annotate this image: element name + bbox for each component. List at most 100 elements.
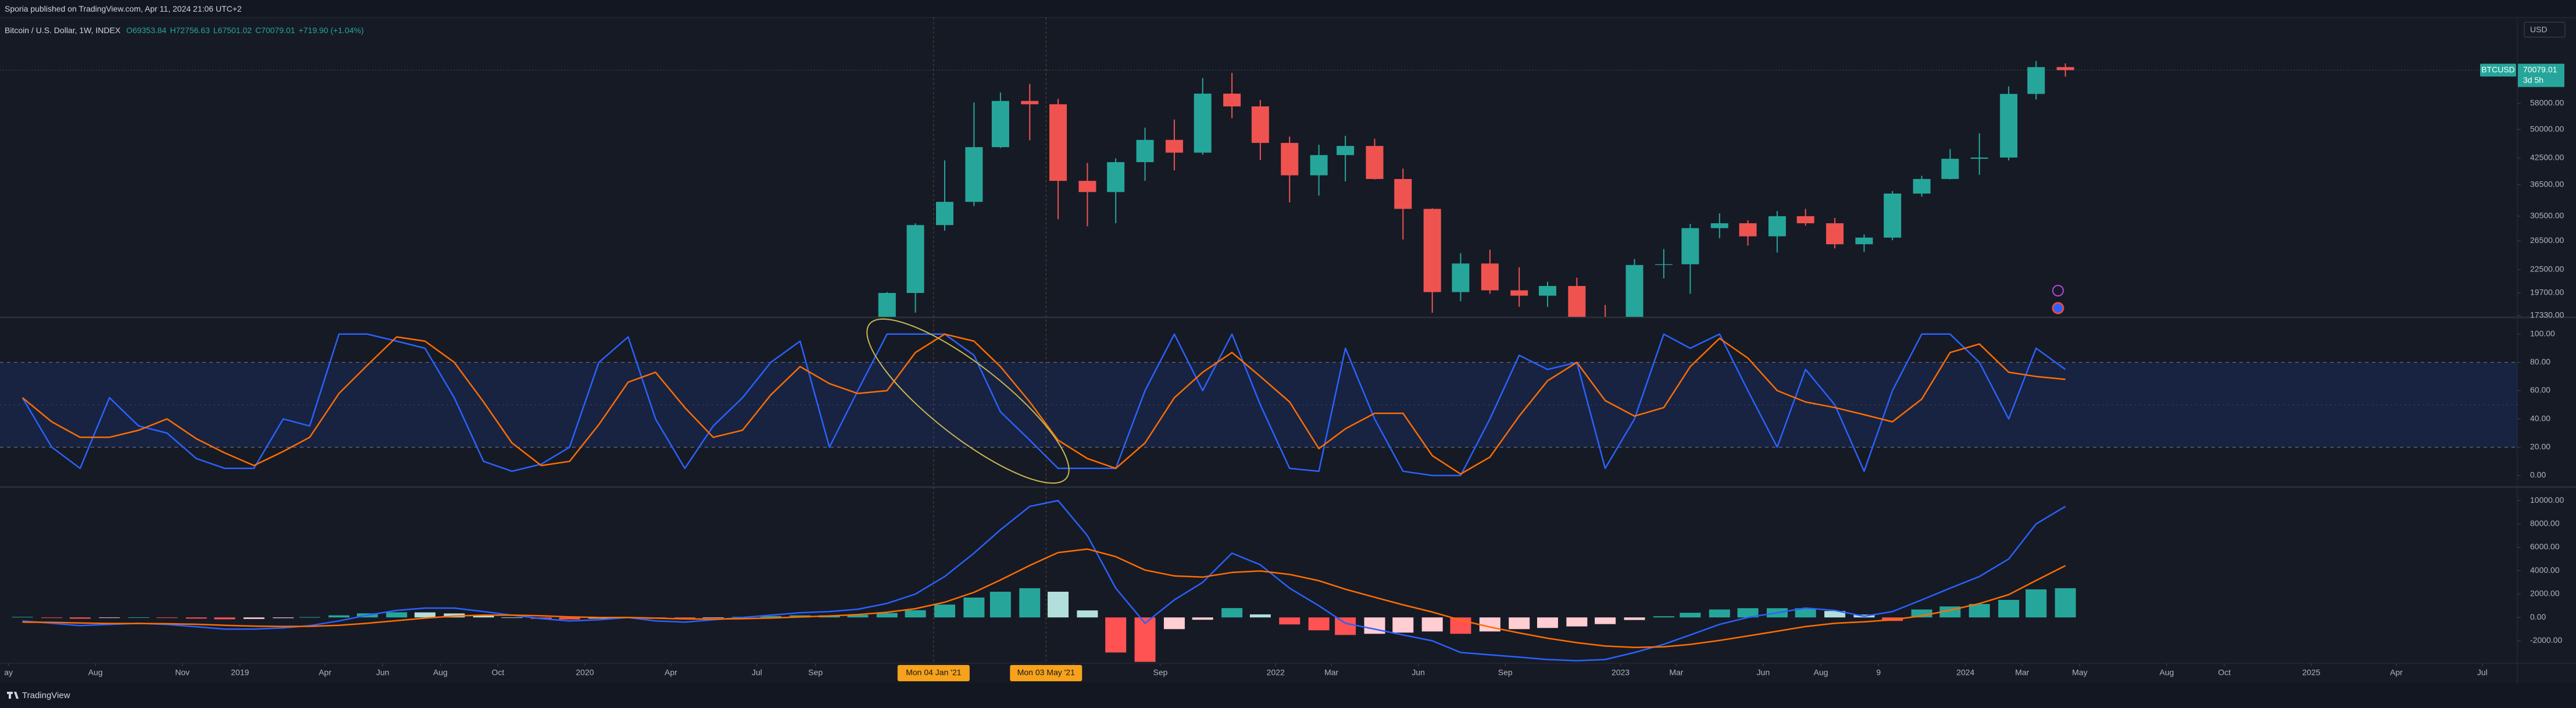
x-tick-label: Aug <box>88 668 103 677</box>
candle-body <box>1310 155 1328 176</box>
candle-body <box>1107 162 1125 192</box>
candle-body <box>1194 94 1212 153</box>
histogram-bar <box>1537 617 1558 628</box>
histogram-bar <box>1105 617 1127 653</box>
histogram-bar <box>1680 613 1701 618</box>
histogram-bar <box>559 617 580 620</box>
candle-body <box>2027 67 2045 94</box>
y-tick-label: 30500.00 <box>2530 211 2564 220</box>
histogram-bar <box>69 617 91 619</box>
candle-body <box>1281 142 1299 176</box>
histogram-bar <box>1968 604 1990 618</box>
candle-body <box>1681 228 1699 264</box>
histogram-bar <box>1308 617 1330 631</box>
candle-body <box>1165 140 1183 153</box>
y-tick-label: 8000.00 <box>2530 519 2560 528</box>
candle-body <box>1655 264 1673 265</box>
x-tick-label: Oct <box>2218 668 2231 677</box>
histogram-bar <box>214 617 235 620</box>
histogram-bar <box>1737 608 1759 618</box>
histogram-bar <box>1335 617 1356 635</box>
y-tick-label: 19700.00 <box>2530 288 2564 297</box>
y-tick-label: 0.00 <box>2530 470 2546 480</box>
highlight-label: Mon 04 Jan '21 <box>906 668 962 677</box>
y-tick-label: 20.00 <box>2530 442 2550 451</box>
histogram-bar <box>41 617 63 618</box>
x-tick-label: Apr <box>2390 668 2403 677</box>
histogram-bar <box>1624 617 1645 620</box>
x-tick-label: Mar <box>1324 668 1338 677</box>
chart-bg <box>0 17 2576 683</box>
x-tick-label: Jun <box>1757 668 1770 677</box>
line-series <box>22 548 2066 648</box>
x-tick-label: Sep <box>808 668 823 677</box>
candle-body <box>1568 285 1586 317</box>
currency[interactable]: USD <box>2530 25 2548 34</box>
event-icon[interactable] <box>2052 285 2064 296</box>
histogram-bar <box>1566 617 1588 627</box>
x-tick-label: Apr <box>664 668 677 677</box>
ohlc-value: H72756.63 <box>170 26 210 35</box>
ohlc-value: C70079.01 <box>255 26 295 35</box>
line-series <box>22 499 2066 661</box>
bottom-bar <box>0 683 2576 708</box>
histogram-bar <box>1192 617 1213 620</box>
histogram-bar <box>328 615 350 618</box>
histogram-bar <box>1509 617 1530 630</box>
histogram-bar <box>243 617 265 619</box>
histogram-bar <box>1134 617 1156 662</box>
x-tick-label: Aug <box>2160 668 2174 677</box>
ticker: BTCUSD <box>2481 65 2515 74</box>
currency-box[interactable] <box>2524 22 2566 38</box>
event-icon[interactable] <box>2052 302 2064 314</box>
line-series <box>22 333 2066 475</box>
histogram-bar <box>1048 591 1069 618</box>
x-tick-label: 2022 <box>1267 668 1285 677</box>
annotation-ellipse <box>866 318 1070 484</box>
x-tick-label: Aug <box>433 668 448 677</box>
histogram-bar <box>1249 614 1271 618</box>
y-tick-label: 60.00 <box>2530 385 2550 395</box>
macd-pane <box>12 499 2076 662</box>
histogram-bar <box>1279 617 1300 625</box>
x-tick-label: Jun <box>1412 668 1425 677</box>
x-tick-label: Oct <box>492 668 505 677</box>
candle-body <box>1796 216 1814 224</box>
axes: ayAugNov2019AprJunAugOct2020AprJulSepnSe… <box>4 17 2564 681</box>
histogram-bar <box>934 605 955 618</box>
candle-body <box>1510 290 1528 296</box>
x-tick-label: 2024 <box>1956 668 1974 677</box>
symbol-line: Bitcoin / U.S. Dollar, 1W, INDEX O69353.… <box>5 26 367 35</box>
y-tick-label: 40.00 <box>2530 413 2550 423</box>
histogram-bar <box>760 616 781 618</box>
x-tick-label: 2019 <box>231 668 249 677</box>
histogram-bar <box>905 610 926 618</box>
y-tick-label: 50000.00 <box>2530 124 2564 133</box>
candle-body <box>1394 178 1412 209</box>
histogram-bar <box>674 617 696 619</box>
x-tick-label: Sep <box>1498 668 1513 677</box>
y-tick-label: 10000.00 <box>2530 495 2564 505</box>
x-tick-label: Aug <box>1814 668 1828 677</box>
top-bar <box>0 0 2576 17</box>
y-tick-label: 58000.00 <box>2530 98 2564 107</box>
histogram-bar <box>473 616 494 618</box>
x-tick-label: Jul <box>752 668 762 677</box>
histogram-bar <box>1824 611 1846 618</box>
candle-body <box>2000 94 2018 158</box>
highlight-box <box>897 665 970 681</box>
histogram-bar <box>99 617 120 618</box>
candle-body <box>1970 158 1988 159</box>
candle-body <box>878 293 896 317</box>
candle-body <box>1078 181 1096 192</box>
x-tick-label: Nov <box>175 668 190 677</box>
histogram-bar <box>1221 608 1243 618</box>
candle-body <box>1538 285 1556 296</box>
candle-body <box>2056 67 2074 70</box>
histogram-bar <box>1998 600 2020 618</box>
histogram-bar <box>1019 588 1041 618</box>
y-tick-label: 100.00 <box>2530 328 2555 338</box>
histogram-bar <box>1795 608 1816 618</box>
x-tick-label: Sep <box>1153 668 1168 677</box>
